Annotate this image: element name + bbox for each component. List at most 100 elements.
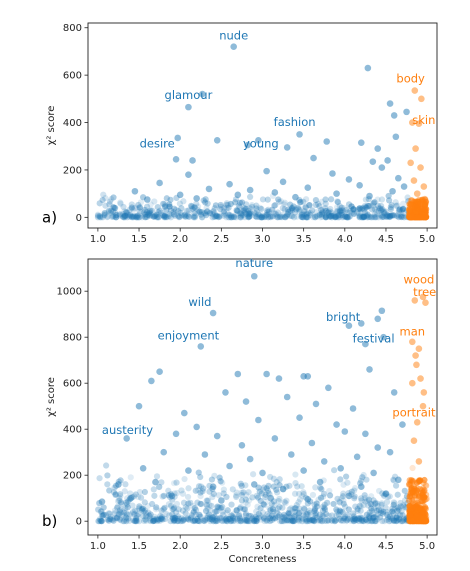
cloud-point xyxy=(345,214,352,221)
cloud-point xyxy=(134,512,141,519)
cloud-point xyxy=(302,204,309,211)
cloud-point xyxy=(311,501,318,508)
cloud-point xyxy=(292,505,299,512)
cloud-point xyxy=(121,208,128,215)
cloud-point xyxy=(131,511,138,518)
cloud-point xyxy=(326,492,334,499)
cloud-point xyxy=(94,506,102,513)
y-tick-label: 400 xyxy=(63,425,82,436)
y-tick-label: 600 xyxy=(63,71,82,82)
cloud-point xyxy=(351,515,359,522)
cloud-point xyxy=(260,486,267,493)
cloud-point xyxy=(218,514,225,522)
data-point xyxy=(300,467,307,474)
data-point xyxy=(279,178,287,186)
cloud-point xyxy=(151,513,158,520)
cloud-point xyxy=(267,473,274,481)
cloud-point xyxy=(192,511,199,518)
cloud-point xyxy=(256,488,263,495)
cloud-point xyxy=(318,210,326,218)
cloud-point xyxy=(237,210,245,217)
cloud-point xyxy=(385,212,392,219)
cloud-point xyxy=(234,515,241,522)
cloud-point xyxy=(183,515,190,523)
cloud-point xyxy=(230,514,237,522)
cloud-point xyxy=(326,212,333,220)
cloud-point xyxy=(236,515,244,522)
cloud-point xyxy=(383,213,390,220)
cloud-point xyxy=(398,212,405,219)
cloud-point xyxy=(282,513,289,520)
cloud-point xyxy=(322,196,329,203)
cloud-point xyxy=(281,199,288,206)
cloud-point xyxy=(180,198,187,205)
cloud-point xyxy=(287,212,295,220)
cloud-point xyxy=(245,518,252,525)
cloud-point xyxy=(312,484,319,491)
cloud-point xyxy=(208,476,216,483)
cloud-point xyxy=(339,214,346,221)
data-point xyxy=(193,423,200,431)
cloud-point xyxy=(379,206,386,213)
cloud-point xyxy=(385,515,392,523)
data-point xyxy=(410,437,418,445)
data-point xyxy=(115,481,122,488)
y-tick-label: 1000 xyxy=(57,287,82,298)
cloud-point xyxy=(397,213,405,220)
data-point xyxy=(156,368,163,376)
cloud-point xyxy=(350,516,357,523)
cloud-point xyxy=(261,501,268,509)
cloud-point xyxy=(359,205,366,212)
cloud-point xyxy=(279,504,286,511)
cloud-point xyxy=(202,516,209,523)
cloud-point xyxy=(112,204,119,212)
cloud-point xyxy=(370,497,377,504)
cloud-point xyxy=(409,464,416,472)
cloud-point xyxy=(167,207,175,214)
cloud-point xyxy=(98,517,105,525)
cloud-point xyxy=(330,500,337,508)
cloud-point xyxy=(161,214,168,221)
cloud-point xyxy=(122,481,129,488)
cloud-point xyxy=(288,504,295,511)
cloud-point xyxy=(317,517,324,524)
y-tick-label: 0 xyxy=(76,213,82,224)
cloud-point xyxy=(215,492,222,499)
cloud-point xyxy=(408,487,415,495)
cloud-point xyxy=(311,518,318,525)
cloud-point xyxy=(401,214,408,221)
cloud-point xyxy=(123,511,131,518)
cloud-point xyxy=(283,497,290,504)
cloud-point xyxy=(154,517,161,524)
data-point xyxy=(308,439,316,447)
cloud-point xyxy=(378,207,385,214)
cloud-point xyxy=(209,514,217,521)
cloud-point xyxy=(389,212,396,219)
cloud-point xyxy=(299,210,306,217)
y-tick-label: 800 xyxy=(63,333,82,344)
cloud-point xyxy=(339,517,347,524)
data-point xyxy=(386,448,394,456)
cloud-point xyxy=(289,514,296,521)
data-point xyxy=(415,120,423,128)
cloud-point xyxy=(387,516,394,523)
cloud-point xyxy=(366,517,373,524)
cloud-point xyxy=(190,214,197,221)
cloud-point xyxy=(328,209,335,216)
cloud-point xyxy=(107,515,114,523)
data-point xyxy=(364,64,372,72)
cloud-point xyxy=(116,211,124,218)
cloud-point xyxy=(102,195,109,202)
cloud-point xyxy=(250,516,257,523)
cloud-point xyxy=(342,503,349,510)
data-point xyxy=(411,297,419,304)
cloud-point xyxy=(344,214,352,221)
cloud-point xyxy=(214,213,221,220)
cloud-point xyxy=(176,213,183,221)
cloud-point xyxy=(274,489,281,496)
x-tick-label: 2.5 xyxy=(213,234,229,245)
cloud-point xyxy=(302,516,309,523)
cloud-point xyxy=(282,500,289,507)
cloud-point xyxy=(350,206,357,213)
cloud-point xyxy=(215,504,222,511)
